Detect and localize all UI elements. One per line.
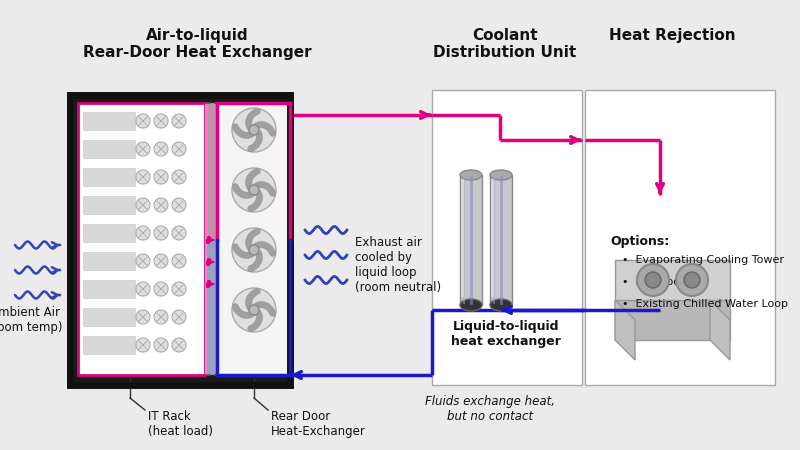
Circle shape [172,282,186,296]
Polygon shape [615,260,730,300]
Circle shape [136,310,150,324]
Text: Exhaust air
cooled by
liquid loop
(room neutral): Exhaust air cooled by liquid loop (room … [355,236,441,294]
Ellipse shape [460,170,482,180]
Circle shape [154,198,168,212]
Circle shape [154,170,168,184]
Polygon shape [615,300,635,360]
FancyBboxPatch shape [460,175,482,305]
Circle shape [136,254,150,268]
FancyBboxPatch shape [432,90,582,385]
Circle shape [249,245,259,255]
FancyBboxPatch shape [490,175,512,305]
FancyBboxPatch shape [70,95,290,385]
Circle shape [136,170,150,184]
Text: IT Rack
(heat load): IT Rack (heat load) [148,410,213,438]
Circle shape [645,272,661,288]
Text: Ambient Air
(room temp): Ambient Air (room temp) [0,306,62,334]
Circle shape [154,338,168,352]
Text: Air-to-liquid
Rear-Door Heat Exchanger: Air-to-liquid Rear-Door Heat Exchanger [82,28,311,60]
Polygon shape [710,300,730,360]
Text: Fluids exchange heat,
but no contact: Fluids exchange heat, but no contact [425,395,555,423]
FancyBboxPatch shape [585,90,775,385]
Circle shape [172,198,186,212]
Polygon shape [615,300,730,340]
Circle shape [136,226,150,240]
Circle shape [249,305,259,315]
Ellipse shape [460,299,482,311]
FancyBboxPatch shape [83,308,135,326]
FancyBboxPatch shape [83,336,135,354]
Circle shape [136,282,150,296]
Text: Options:: Options: [610,235,670,248]
Circle shape [249,125,259,135]
Circle shape [637,264,669,296]
Circle shape [136,198,150,212]
Text: •  Existing Chilled Water Loop: • Existing Chilled Water Loop [615,299,788,309]
Circle shape [154,114,168,128]
FancyBboxPatch shape [83,280,135,298]
Circle shape [172,226,186,240]
Circle shape [232,288,276,332]
Circle shape [684,272,700,288]
Circle shape [154,226,168,240]
Circle shape [136,338,150,352]
FancyBboxPatch shape [83,140,135,158]
FancyBboxPatch shape [83,168,135,186]
FancyBboxPatch shape [217,103,290,375]
Circle shape [154,310,168,324]
Text: Coolant
Distribution Unit: Coolant Distribution Unit [434,28,577,60]
Circle shape [154,282,168,296]
Circle shape [172,142,186,156]
Circle shape [172,170,186,184]
Circle shape [249,185,259,195]
FancyBboxPatch shape [83,224,135,242]
Circle shape [232,228,276,272]
Ellipse shape [490,170,512,180]
Circle shape [232,108,276,152]
Text: Liquid-to-liquid
heat exchanger: Liquid-to-liquid heat exchanger [451,320,561,348]
Circle shape [136,142,150,156]
FancyBboxPatch shape [205,103,217,239]
FancyBboxPatch shape [83,196,135,214]
FancyBboxPatch shape [205,239,217,375]
Circle shape [676,264,708,296]
Text: Heat Rejection: Heat Rejection [609,28,735,43]
Circle shape [172,310,186,324]
Circle shape [172,254,186,268]
Circle shape [154,142,168,156]
Circle shape [172,338,186,352]
Circle shape [172,114,186,128]
Ellipse shape [490,299,512,311]
FancyBboxPatch shape [83,252,135,270]
Circle shape [154,254,168,268]
Text: •  Evaporating Cooling Tower: • Evaporating Cooling Tower [615,255,784,265]
Circle shape [136,114,150,128]
FancyBboxPatch shape [83,112,135,130]
FancyBboxPatch shape [78,103,205,375]
Text: Rear Door
Heat-Exchanger: Rear Door Heat-Exchanger [271,410,366,438]
Circle shape [232,168,276,212]
Text: •  Dry Cooler: • Dry Cooler [615,277,694,287]
